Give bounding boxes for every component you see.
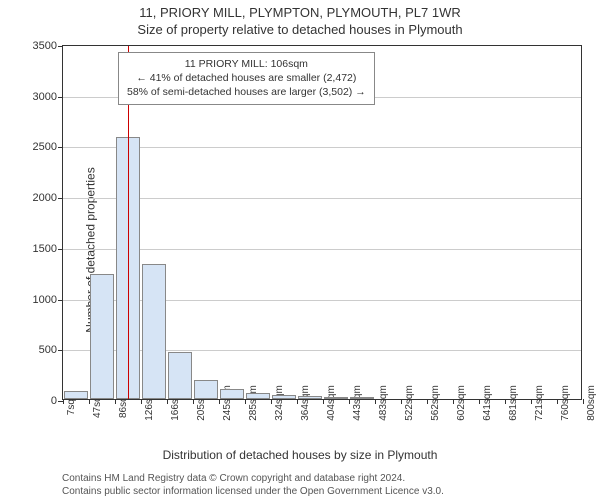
y-tick-label: 1000 xyxy=(33,294,57,306)
x-tick-label: 681sqm xyxy=(508,385,519,421)
y-tick-mark xyxy=(58,198,63,199)
gridline xyxy=(63,147,581,148)
histogram-bar xyxy=(194,380,218,399)
x-tick-mark xyxy=(323,399,324,404)
y-tick-label: 500 xyxy=(39,344,57,356)
x-tick-mark xyxy=(375,399,376,404)
chart-title-main: 11, PRIORY MILL, PLYMPTON, PLYMOUTH, PL7… xyxy=(0,5,600,20)
x-tick-mark xyxy=(167,399,168,404)
y-tick-mark xyxy=(58,46,63,47)
x-tick-mark xyxy=(63,399,64,404)
x-tick-label: 800sqm xyxy=(586,385,597,421)
x-tick-label: 562sqm xyxy=(430,385,441,421)
x-tick-mark xyxy=(271,399,272,404)
y-tick-mark xyxy=(58,147,63,148)
x-tick-mark xyxy=(583,399,584,404)
x-tick-mark xyxy=(505,399,506,404)
histogram-bar xyxy=(64,391,88,399)
y-tick-label: 3000 xyxy=(33,91,57,103)
x-tick-label: 364sqm xyxy=(300,385,311,421)
y-tick-mark xyxy=(58,249,63,250)
x-tick-label: 641sqm xyxy=(482,385,493,421)
chart-container: 11, PRIORY MILL, PLYMPTON, PLYMOUTH, PL7… xyxy=(0,0,600,500)
gridline xyxy=(63,300,581,301)
x-tick-label: 602sqm xyxy=(456,385,467,421)
x-tick-label: 522sqm xyxy=(404,385,415,421)
x-tick-mark xyxy=(141,399,142,404)
y-tick-label: 2000 xyxy=(33,192,57,204)
histogram-bar xyxy=(350,397,374,399)
histogram-bar xyxy=(168,352,192,399)
x-tick-label: 324sqm xyxy=(274,385,285,421)
x-tick-label: 483sqm xyxy=(378,385,389,421)
x-tick-label: 404sqm xyxy=(326,385,337,421)
x-tick-mark xyxy=(557,399,558,404)
histogram-bar xyxy=(142,264,166,399)
x-tick-label: 760sqm xyxy=(560,385,571,421)
x-tick-label: 443sqm xyxy=(352,385,363,421)
annotation-line1: 11 PRIORY MILL: 106sqm xyxy=(127,57,366,71)
x-tick-mark xyxy=(349,399,350,404)
x-tick-mark xyxy=(453,399,454,404)
histogram-bar xyxy=(272,395,296,399)
footer-line2: Contains public sector information licen… xyxy=(62,486,444,497)
y-tick-mark xyxy=(58,300,63,301)
histogram-bar xyxy=(298,396,322,399)
x-tick-mark xyxy=(115,399,116,404)
annotation-box: 11 PRIORY MILL: 106sqm ← 41% of detached… xyxy=(118,52,375,105)
histogram-bar xyxy=(246,393,270,399)
y-tick-mark xyxy=(58,350,63,351)
annotation-line2: ← 41% of detached houses are smaller (2,… xyxy=(127,71,366,85)
y-tick-label: 0 xyxy=(51,395,57,407)
histogram-bar xyxy=(90,274,114,399)
gridline xyxy=(63,198,581,199)
x-tick-mark xyxy=(245,399,246,404)
footer-line1: Contains HM Land Registry data © Crown c… xyxy=(62,473,405,484)
x-tick-mark xyxy=(89,399,90,404)
x-tick-mark xyxy=(531,399,532,404)
y-tick-mark xyxy=(58,97,63,98)
x-axis-label: Distribution of detached houses by size … xyxy=(0,448,600,462)
x-tick-mark xyxy=(219,399,220,404)
plot-area: 05001000150020002500300035007sqm47sqm86s… xyxy=(62,45,582,400)
y-tick-label: 3500 xyxy=(33,40,57,52)
y-tick-label: 1500 xyxy=(33,243,57,255)
x-tick-label: 285sqm xyxy=(248,385,259,421)
chart-title-sub: Size of property relative to detached ho… xyxy=(0,22,600,37)
x-tick-mark xyxy=(193,399,194,404)
x-tick-mark xyxy=(401,399,402,404)
gridline xyxy=(63,249,581,250)
x-tick-mark xyxy=(297,399,298,404)
x-tick-mark xyxy=(479,399,480,404)
x-tick-mark xyxy=(427,399,428,404)
x-tick-label: 721sqm xyxy=(534,385,545,421)
gridline xyxy=(63,350,581,351)
histogram-bar xyxy=(324,397,348,399)
annotation-line3: 58% of semi-detached houses are larger (… xyxy=(127,85,366,99)
y-tick-label: 2500 xyxy=(33,141,57,153)
histogram-bar xyxy=(220,389,244,399)
